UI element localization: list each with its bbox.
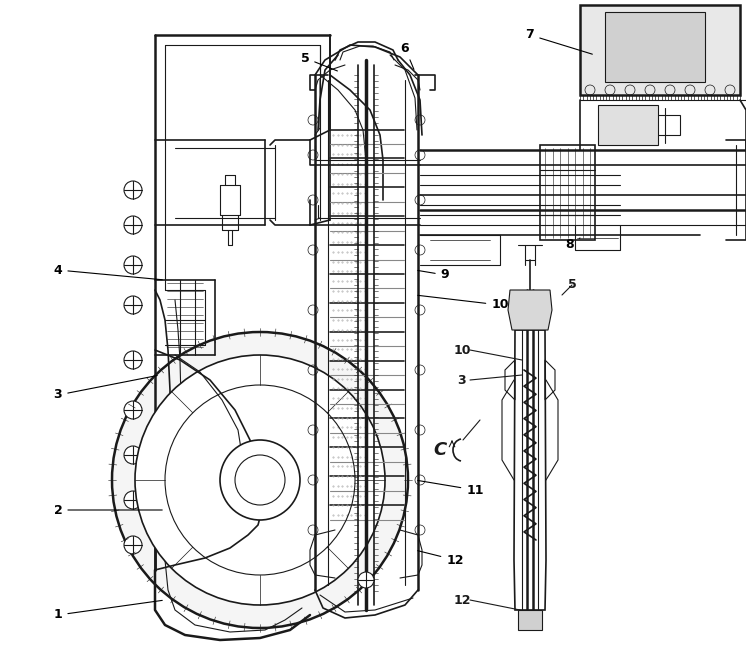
Text: C: C <box>433 441 447 459</box>
Bar <box>518 610 542 630</box>
Text: 12: 12 <box>454 593 471 607</box>
Text: 10: 10 <box>454 343 471 356</box>
Circle shape <box>220 440 300 520</box>
Text: 2: 2 <box>54 504 162 517</box>
Text: 7: 7 <box>526 29 592 54</box>
Text: 11: 11 <box>418 481 483 496</box>
Circle shape <box>135 355 385 605</box>
Polygon shape <box>508 290 552 330</box>
Bar <box>598 105 658 145</box>
Circle shape <box>124 216 142 234</box>
Text: 9: 9 <box>418 269 449 282</box>
Circle shape <box>124 181 142 199</box>
Circle shape <box>124 296 142 314</box>
Text: 3: 3 <box>54 375 157 402</box>
Text: 1: 1 <box>54 601 162 622</box>
Bar <box>540 145 595 240</box>
Text: 10: 10 <box>418 295 509 312</box>
Text: 4: 4 <box>54 263 162 280</box>
Circle shape <box>124 536 142 554</box>
Circle shape <box>124 401 142 419</box>
Circle shape <box>124 491 142 509</box>
Circle shape <box>124 256 142 274</box>
Bar <box>605 12 705 82</box>
Circle shape <box>124 351 142 369</box>
Text: 6: 6 <box>401 41 414 69</box>
Text: 12: 12 <box>418 551 464 567</box>
Circle shape <box>124 446 142 464</box>
Text: 3: 3 <box>458 373 466 386</box>
Circle shape <box>112 332 408 628</box>
Text: 5: 5 <box>568 278 577 291</box>
Circle shape <box>358 572 374 588</box>
Text: 8: 8 <box>565 238 580 252</box>
Bar <box>580 5 740 95</box>
Text: 5: 5 <box>301 52 337 71</box>
Bar <box>650 115 680 135</box>
